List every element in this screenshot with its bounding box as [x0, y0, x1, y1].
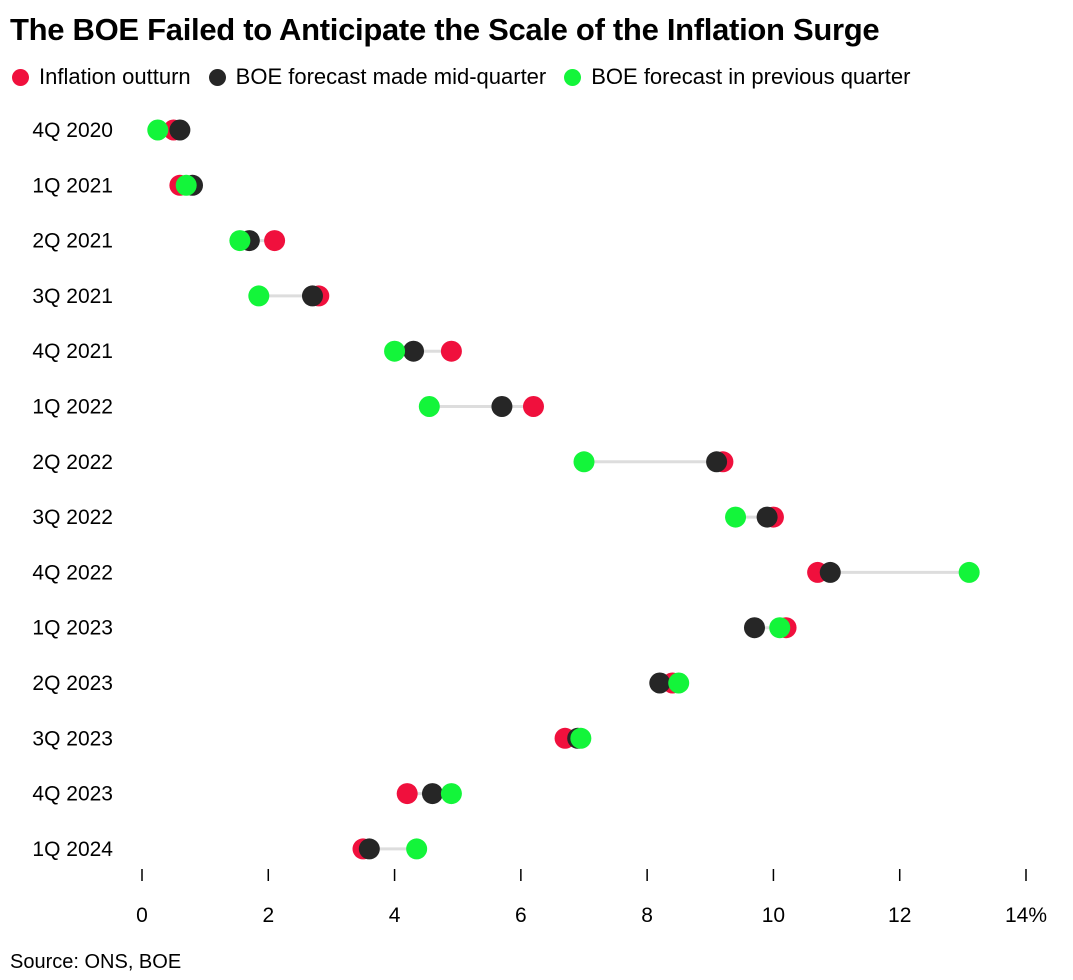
dot-boe-forecast-in-previous-quarter-1q-2024	[406, 838, 428, 860]
x-tick-label-12: 12	[888, 904, 911, 927]
dot-boe-forecast-in-previous-quarter-1q-2022	[418, 396, 440, 417]
row-label-2q-2022: 2Q 2022	[32, 451, 113, 474]
dot-boe-forecast-in-previous-quarter-2q-2022	[573, 451, 595, 473]
chart-title: The BOE Failed to Anticipate the Scale o…	[10, 12, 880, 47]
row-label-2q-2023: 2Q 2023	[32, 672, 113, 695]
x-tick-label-14: 14%	[1005, 904, 1047, 927]
x-tick-label-2: 2	[262, 904, 274, 927]
dot-boe-forecast-made-mid-quarter-4q-2021	[403, 340, 425, 362]
legend-item-previous-quarter: BOE forecast in previous quarter	[564, 64, 910, 90]
row-label-1q-2024: 1Q 2024	[32, 838, 113, 861]
legend-label-outturn: Inflation outturn	[39, 64, 191, 89]
dot-boe-forecast-made-mid-quarter-2q-2023	[649, 672, 671, 694]
dot-boe-forecast-in-previous-quarter-4q-2021	[384, 340, 406, 362]
dot-boe-forecast-in-previous-quarter-3q-2021	[248, 285, 270, 307]
dot-boe-forecast-in-previous-quarter-4q-2020	[147, 119, 169, 141]
dot-boe-forecast-made-mid-quarter-4q-2022	[819, 561, 841, 583]
dot-inflation-outturn-4q-2023	[396, 783, 418, 805]
source-note: Source: ONS, BOE	[10, 951, 182, 973]
row-label-4q-2020: 4Q 2020	[32, 119, 113, 142]
legend-marker-outturn	[12, 68, 29, 86]
dot-inflation-outturn-4q-2021	[440, 340, 462, 362]
dot-boe-forecast-made-mid-quarter-1q-2022	[491, 396, 513, 417]
dot-boe-forecast-made-mid-quarter-3q-2022	[756, 506, 778, 528]
dot-boe-forecast-in-previous-quarter-2q-2023	[668, 672, 690, 694]
x-tick-label-4: 4	[389, 904, 401, 927]
dot-boe-forecast-in-previous-quarter-3q-2023	[570, 727, 592, 749]
dot-boe-forecast-in-previous-quarter-4q-2022	[958, 561, 980, 583]
dot-boe-forecast-in-previous-quarter-1q-2023	[769, 617, 791, 639]
row-label-3q-2021: 3Q 2021	[32, 285, 113, 308]
dot-boe-forecast-made-mid-quarter-1q-2023	[743, 617, 765, 639]
legend: Inflation outturn BOE forecast made mid-…	[12, 64, 910, 90]
legend-item-mid-quarter: BOE forecast made mid-quarter	[208, 64, 547, 90]
dot-inflation-outturn-2q-2021	[264, 230, 286, 252]
x-tick-label-0: 0	[136, 904, 148, 927]
dot-boe-forecast-in-previous-quarter-4q-2023	[440, 783, 462, 805]
row-label-1q-2023: 1Q 2023	[32, 617, 113, 640]
legend-item-outturn: Inflation outturn	[12, 64, 191, 90]
row-label-4q-2022: 4Q 2022	[32, 561, 113, 584]
dot-boe-forecast-made-mid-quarter-3q-2021	[301, 285, 323, 307]
legend-label-previous-quarter: BOE forecast in previous quarter	[591, 64, 911, 89]
row-label-4q-2023: 4Q 2023	[32, 783, 113, 806]
dot-boe-forecast-in-previous-quarter-3q-2022	[725, 506, 747, 528]
row-label-2q-2021: 2Q 2021	[32, 230, 113, 253]
row-label-3q-2023: 3Q 2023	[32, 727, 113, 750]
dot-boe-forecast-made-mid-quarter-4q-2020	[169, 119, 191, 141]
dot-boe-forecast-in-previous-quarter-1q-2021	[175, 174, 197, 196]
legend-label-mid-quarter: BOE forecast made mid-quarter	[235, 64, 547, 89]
dot-boe-forecast-in-previous-quarter-2q-2021	[229, 230, 251, 252]
row-label-1q-2021: 1Q 2021	[32, 174, 113, 197]
row-label-4q-2021: 4Q 2021	[32, 340, 113, 363]
dot-plot-chart: 4Q 2020 1Q 2021 2Q 2021 3Q 2021 4Q 2021 1Q 20…	[32, 119, 1047, 927]
dot-boe-forecast-made-mid-quarter-2q-2022	[706, 451, 728, 473]
legend-marker-previous-quarter	[564, 68, 582, 86]
legend-marker-mid-quarter	[208, 68, 226, 86]
row-label-3q-2022: 3Q 2022	[32, 506, 113, 529]
x-tick-label-8: 8	[641, 904, 653, 927]
x-tick-label-10: 10	[762, 904, 785, 927]
row-label-1q-2022: 1Q 2022	[32, 396, 113, 419]
dot-boe-forecast-made-mid-quarter-1q-2024	[358, 838, 380, 860]
dot-inflation-outturn-1q-2022	[522, 396, 544, 417]
dot-boe-forecast-made-mid-quarter-4q-2023	[421, 783, 443, 805]
x-tick-label-6: 6	[515, 904, 527, 927]
